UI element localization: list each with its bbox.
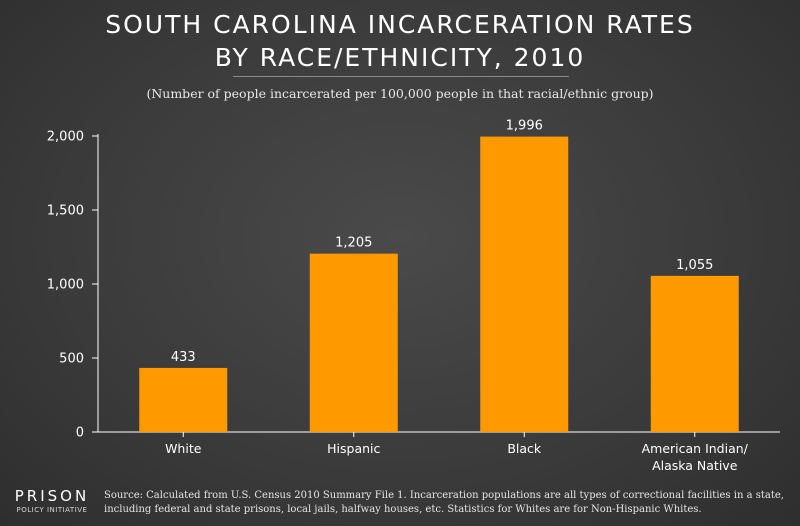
- bar-value-label: 1,205: [335, 236, 372, 251]
- x-category-label: American Indian/: [642, 441, 749, 456]
- source-note: Source: Calculated from U.S. Census 2010…: [104, 490, 784, 515]
- bar-value-label: 1,996: [506, 119, 543, 134]
- bar-value-label: 433: [171, 350, 196, 365]
- bar-black: [480, 136, 569, 433]
- x-category-label: Alaska Native: [652, 458, 738, 473]
- prison-policy-initiative-logo: PRISON POLICY INITIATIVE: [12, 487, 92, 515]
- y-tick-label: 0: [76, 426, 84, 441]
- logo-wordmark: PRISON: [14, 487, 90, 505]
- y-tick-label: 2,000: [47, 130, 84, 145]
- chart-title-line-2: BY RACE/ETHNICITY, 2010: [214, 43, 586, 72]
- y-tick-label: 1,000: [47, 278, 84, 293]
- bar-hispanic: [309, 253, 398, 432]
- x-category-label: Hispanic: [327, 441, 380, 456]
- chart-subtitle: (Number of people incarcerated per 100,0…: [146, 86, 654, 101]
- x-category-label: Black: [507, 441, 542, 456]
- x-category-label: White: [165, 441, 202, 456]
- y-tick-label: 1,500: [47, 204, 84, 219]
- bar-value-label: 1,055: [676, 258, 713, 273]
- title-divider: [233, 76, 569, 77]
- logo-subtext: POLICY INITIATIVE: [16, 506, 88, 514]
- y-tick-label: 500: [59, 352, 84, 367]
- chart-title-line-1: SOUTH CAROLINA INCARCERATION RATES: [105, 10, 695, 39]
- bar-american-indian-alaska-native: [650, 275, 739, 432]
- bar-white: [139, 367, 228, 432]
